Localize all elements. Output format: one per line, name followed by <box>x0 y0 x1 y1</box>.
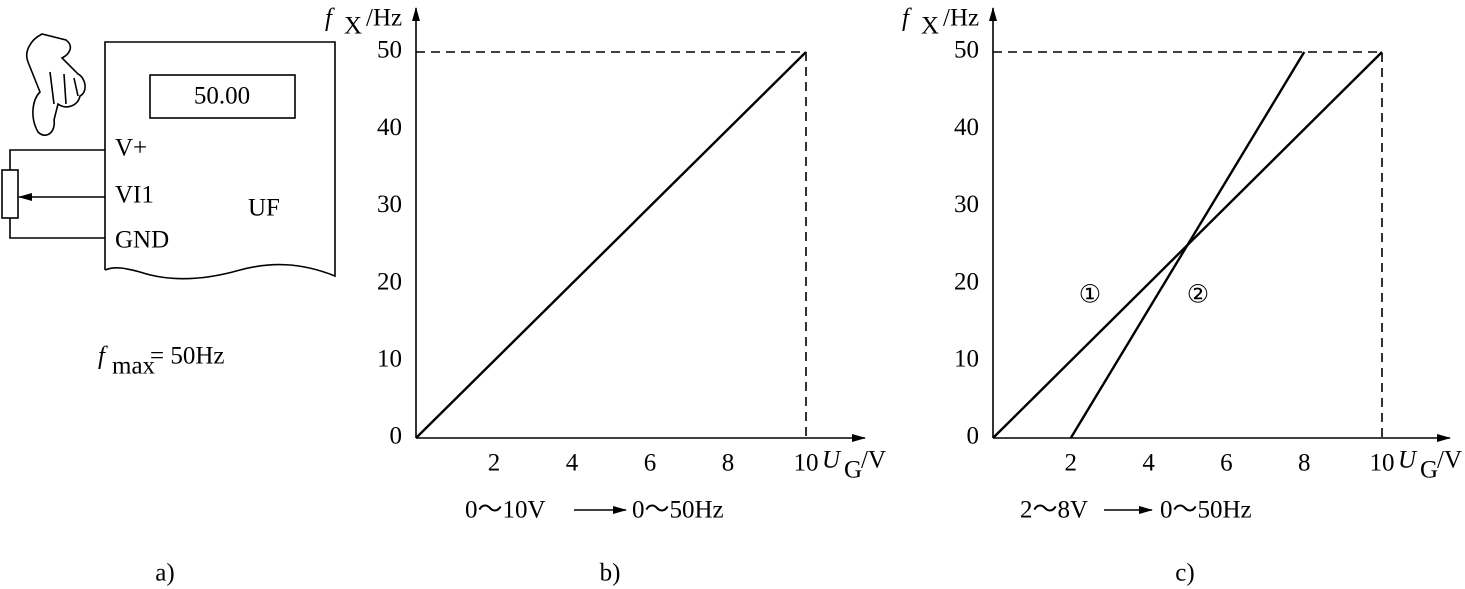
guide-line <box>993 51 1383 438</box>
x-tick-label: 4 <box>1142 450 1155 477</box>
x-tick-label: 10 <box>1370 450 1395 477</box>
display <box>149 74 296 119</box>
y-tick-label: 40 <box>954 114 979 141</box>
hand-icon <box>26 33 86 136</box>
y-tick-label: 10 <box>377 346 402 373</box>
y-tick-label: 50 <box>954 37 979 64</box>
y-tick-label: 20 <box>377 268 402 295</box>
series-line <box>1069 51 1306 439</box>
y-tick-label: 50 <box>377 37 402 64</box>
display-value: 50.00 <box>194 83 250 110</box>
x-tick-label: 6 <box>1220 450 1233 477</box>
x-tick-label: 2 <box>488 450 501 477</box>
y-tick-label: 0 <box>967 423 980 450</box>
x-label-subscript: G <box>1420 457 1438 484</box>
annotation: 0～50Hz <box>632 497 724 524</box>
y-tick-label: 10 <box>954 346 979 373</box>
y-label-unit: /Hz <box>943 5 979 32</box>
x-tick-label: 8 <box>722 450 735 477</box>
annotation: 2～8V <box>1020 497 1088 524</box>
terminal-label: VI1 <box>115 182 154 209</box>
y-tick-label: 30 <box>377 191 402 218</box>
x-tick-label: 8 <box>1298 450 1311 477</box>
y-tick-label: 30 <box>954 191 979 218</box>
y-tick-label: 0 <box>390 423 403 450</box>
x-label-symbol: U <box>822 447 842 474</box>
y-label-symbol: f <box>325 5 335 32</box>
y-tick-label: 40 <box>377 114 402 141</box>
x-tick-label: 2 <box>1065 450 1078 477</box>
y-label-unit: /Hz <box>366 5 402 32</box>
x-label-subscript: G <box>844 457 862 484</box>
x-tick-label: 6 <box>644 450 657 477</box>
annotation: 0～10V <box>465 497 546 524</box>
x-label-symbol: U <box>1398 447 1418 474</box>
caption: b) <box>600 560 621 587</box>
series-label: ② <box>1187 282 1209 309</box>
fmax-subscript: max <box>112 353 156 380</box>
device-box <box>104 41 336 280</box>
x-tick-label: 4 <box>566 450 579 477</box>
x-tick-label: 10 <box>794 450 819 477</box>
y-label-subscript: X <box>344 13 362 40</box>
device-label: UF <box>248 195 280 222</box>
caption: c) <box>1175 560 1194 587</box>
fmax-symbol: f <box>98 343 108 370</box>
x-label-unit: /V <box>861 447 886 474</box>
series-label: ① <box>1079 282 1101 309</box>
terminal-label: GND <box>115 227 169 254</box>
series-line <box>415 51 807 439</box>
x-label-unit: /V <box>1437 447 1462 474</box>
caption: a) <box>155 560 174 587</box>
annotation: 0～50Hz <box>1160 497 1252 524</box>
y-label-symbol: f <box>902 5 912 32</box>
y-label-subscript: X <box>921 13 939 40</box>
wire <box>9 149 105 239</box>
fmax-value: = 50Hz <box>150 343 225 370</box>
terminal-label: V+ <box>115 135 147 162</box>
panel-a: 50.00 V+ VI1 GND UF f max = 50Hz a) <box>1 33 336 587</box>
y-tick-label: 20 <box>954 268 979 295</box>
potentiometer <box>1 169 19 219</box>
